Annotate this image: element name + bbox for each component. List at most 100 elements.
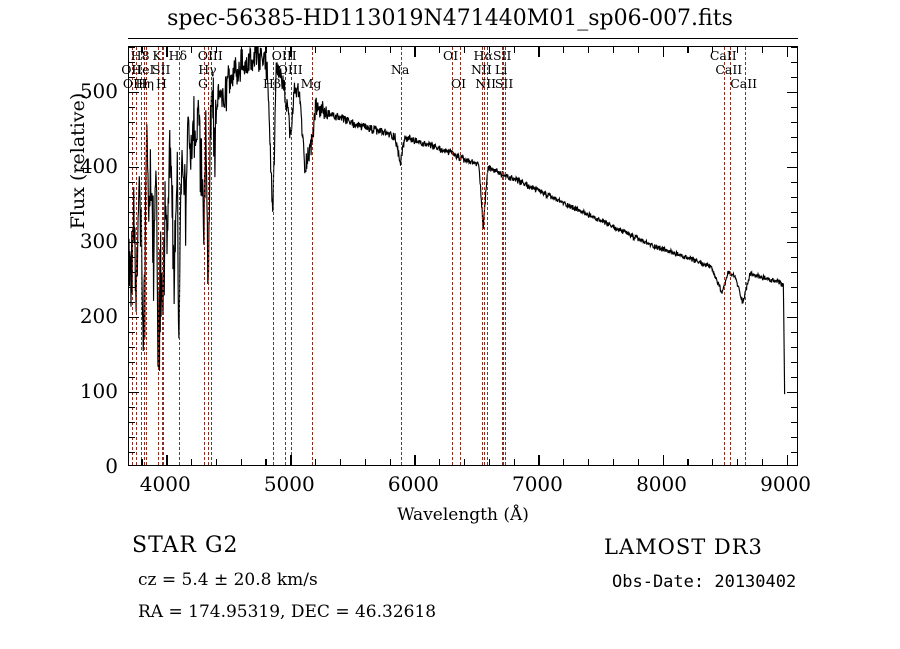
x-tick-top-6800 xyxy=(513,47,515,53)
line-label-OI-6300: OI xyxy=(442,48,459,63)
survey-label: LAMOST DR3 xyxy=(604,535,763,559)
x-tick-5000 xyxy=(290,455,292,465)
y-tick-420 xyxy=(129,152,135,154)
x-tick-label-6000: 6000 xyxy=(387,472,439,496)
x-tick-top-4000 xyxy=(166,47,168,57)
line-marker-CaII-8542 xyxy=(729,47,731,465)
y-tick-label-100: 100 xyxy=(79,379,118,403)
x-tick-6400 xyxy=(464,459,466,465)
x-tick-6200 xyxy=(439,459,441,465)
line-label-OIII-4363: OIII xyxy=(197,48,223,63)
line-marker-NII-6583 xyxy=(486,47,488,465)
line-label-SII-6716: SII xyxy=(492,48,512,63)
x-tick-9000 xyxy=(786,455,788,465)
x-tick-top-8600 xyxy=(736,47,739,53)
y-tick-right-140 xyxy=(791,362,797,364)
y-tick-right-300 xyxy=(787,242,797,244)
y-tick-right-440 xyxy=(791,137,797,139)
line-label-OIII-4959: OIII xyxy=(271,48,297,63)
y-tick-20 xyxy=(129,452,135,454)
x-tick-top-8400 xyxy=(712,47,714,53)
obs-date-label: Obs-Date: 20130402 xyxy=(612,572,797,592)
y-tick-320 xyxy=(129,227,135,229)
x-tick-7600 xyxy=(612,459,615,465)
x-axis-title: Wavelength (Å) xyxy=(397,505,529,525)
y-tick-180 xyxy=(129,332,135,334)
x-tick-top-5400 xyxy=(339,47,342,53)
redshift-velocity-label: cz = 5.4 ± 20.8 km/s xyxy=(138,570,318,590)
line-marker-OIII-4363 xyxy=(211,47,213,465)
y-tick-right-360 xyxy=(791,197,797,199)
line-marker-SII-6716 xyxy=(503,47,505,465)
y-tick-right-420 xyxy=(791,152,797,154)
y-tick-80 xyxy=(129,407,135,409)
x-tick-label-8000: 8000 xyxy=(636,472,687,496)
x-tick-8000 xyxy=(662,455,664,465)
y-tick-360 xyxy=(129,197,135,199)
y-tick-right-260 xyxy=(791,272,797,274)
line-label-Li-6707: Li xyxy=(494,62,508,77)
line-label-H-4340: Hγ xyxy=(198,62,217,77)
y-tick-480 xyxy=(129,107,135,109)
x-tick-5600 xyxy=(364,459,366,465)
y-tick-220 xyxy=(129,302,135,304)
y-tick-500 xyxy=(129,92,139,94)
y-tick-label-400: 400 xyxy=(79,154,118,178)
line-marker-CaII-8498 xyxy=(724,47,726,465)
line-label-CaII-8662: CaII xyxy=(730,76,758,91)
y-tick-right-220 xyxy=(791,302,797,304)
y-tick-120 xyxy=(129,377,135,379)
line-label-NII-6548: NII xyxy=(470,62,492,77)
line-marker-OIII-5007 xyxy=(291,47,293,465)
x-tick-top-7000 xyxy=(538,47,540,57)
y-tick-520 xyxy=(129,77,135,79)
y-tick-right-240 xyxy=(791,287,797,289)
x-tick-top-5800 xyxy=(389,47,391,53)
line-marker-H-4861 xyxy=(273,47,275,465)
x-tick-5200 xyxy=(315,459,317,465)
x-tick-label-5000: 5000 xyxy=(263,472,315,496)
y-tick-right-20 xyxy=(791,452,797,454)
y-tick-240 xyxy=(129,287,135,289)
x-tick-top-3800 xyxy=(141,47,143,53)
y-tick-right-500 xyxy=(787,92,797,94)
line-marker-H-4102 xyxy=(178,47,180,465)
y-tick-right-80 xyxy=(791,407,797,409)
x-tick-top-4800 xyxy=(265,47,267,53)
line-label-H-4102: Hδ xyxy=(168,48,188,63)
line-marker-OI-6300 xyxy=(451,47,453,465)
y-tick-260 xyxy=(129,272,135,274)
y-tick-right-340 xyxy=(791,212,797,214)
y-tick-right-280 xyxy=(791,257,797,259)
x-tick-top-8800 xyxy=(761,47,763,53)
line-label-CaII-8542: CaII xyxy=(715,62,743,77)
y-tick-right-200 xyxy=(787,317,797,319)
x-tick-4000 xyxy=(166,455,168,465)
line-label-H8-3798: H8 xyxy=(130,48,150,63)
x-tick-7200 xyxy=(563,459,565,465)
line-label-CaII-8498: CaII xyxy=(709,48,737,63)
spectrum-path xyxy=(129,47,785,394)
y-tick-label-500: 500 xyxy=(79,79,118,103)
x-tick-top-6200 xyxy=(439,47,441,53)
y-tick-200 xyxy=(129,317,139,319)
x-tick-7800 xyxy=(637,459,639,465)
x-tick-5800 xyxy=(389,459,391,465)
x-tick-top-7600 xyxy=(612,47,615,53)
x-tick-label-7000: 7000 xyxy=(511,472,563,496)
y-tick-380 xyxy=(129,182,135,184)
line-label-SII-6731: SII xyxy=(494,76,514,91)
x-tick-top-7400 xyxy=(588,47,590,53)
x-tick-top-6600 xyxy=(488,47,490,53)
line-marker-SII-6731 xyxy=(505,47,507,465)
y-tick-right-480 xyxy=(791,107,797,109)
y-tick-40 xyxy=(129,437,135,439)
line-marker-Li-6707 xyxy=(502,47,504,465)
y-tick-340 xyxy=(129,212,135,214)
line-marker-G-4304 xyxy=(203,47,205,465)
line-label-HeI-3820: HeI xyxy=(131,62,155,77)
x-tick-6600 xyxy=(488,459,490,465)
line-label-Mg-5175: Mg xyxy=(300,76,322,91)
y-tick-100 xyxy=(129,392,139,394)
y-tick-160 xyxy=(129,347,135,349)
